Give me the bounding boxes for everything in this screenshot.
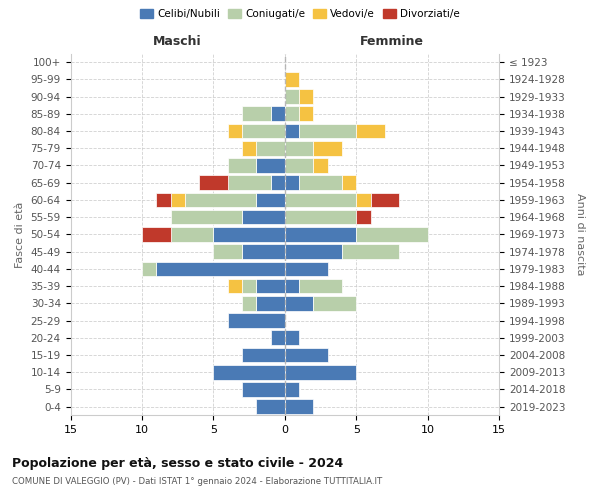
Bar [256,141,285,156]
Y-axis label: Fasce di età: Fasce di età [15,201,25,268]
Bar [299,176,342,190]
Bar [285,210,356,224]
Bar [142,262,156,276]
Bar [285,262,328,276]
Bar [185,192,256,208]
Bar [285,141,313,156]
Bar [299,124,356,138]
Bar [285,124,299,138]
Text: COMUNE DI VALEGGIO (PV) - Dati ISTAT 1° gennaio 2024 - Elaborazione TUTTITALIA.I: COMUNE DI VALEGGIO (PV) - Dati ISTAT 1° … [12,478,382,486]
Bar [242,348,285,362]
Bar [256,192,285,208]
Bar [285,89,299,104]
Bar [156,192,170,208]
Bar [142,227,170,242]
Bar [271,176,285,190]
Bar [313,296,356,310]
Bar [371,192,399,208]
Bar [285,244,342,259]
Bar [299,278,342,293]
Bar [285,192,356,208]
Bar [285,382,299,397]
Bar [285,348,328,362]
Bar [285,227,356,242]
Bar [313,141,342,156]
Bar [242,106,271,121]
Bar [285,278,299,293]
Bar [214,244,242,259]
Bar [285,158,313,173]
Bar [227,176,271,190]
Bar [356,227,428,242]
Bar [299,106,313,121]
Bar [156,262,285,276]
Bar [285,330,299,345]
Bar [242,210,285,224]
Bar [356,124,385,138]
Bar [170,210,242,224]
Bar [285,400,313,414]
Text: Femmine: Femmine [360,36,424,49]
Text: Popolazione per età, sesso e stato civile - 2024: Popolazione per età, sesso e stato civil… [12,458,343,470]
Bar [285,365,356,380]
Bar [285,72,299,86]
Y-axis label: Anni di nascita: Anni di nascita [575,193,585,276]
Bar [242,141,256,156]
Bar [285,296,313,310]
Bar [227,124,242,138]
Bar [242,382,285,397]
Bar [242,244,285,259]
Bar [256,158,285,173]
Bar [313,158,328,173]
Bar [342,244,399,259]
Bar [285,176,299,190]
Bar [227,158,256,173]
Bar [256,278,285,293]
Bar [214,365,285,380]
Bar [170,227,214,242]
Bar [285,106,299,121]
Bar [242,124,285,138]
Bar [342,176,356,190]
Bar [356,210,371,224]
Bar [199,176,227,190]
Bar [227,313,285,328]
Bar [271,330,285,345]
Bar [256,400,285,414]
Bar [227,278,242,293]
Text: Maschi: Maschi [154,36,202,49]
Bar [242,278,256,293]
Legend: Celibi/Nubili, Coniugati/e, Vedovi/e, Divorziati/e: Celibi/Nubili, Coniugati/e, Vedovi/e, Di… [136,5,464,24]
Bar [242,296,256,310]
Bar [356,192,371,208]
Bar [214,227,285,242]
Bar [271,106,285,121]
Bar [170,192,185,208]
Bar [256,296,285,310]
Bar [299,89,313,104]
